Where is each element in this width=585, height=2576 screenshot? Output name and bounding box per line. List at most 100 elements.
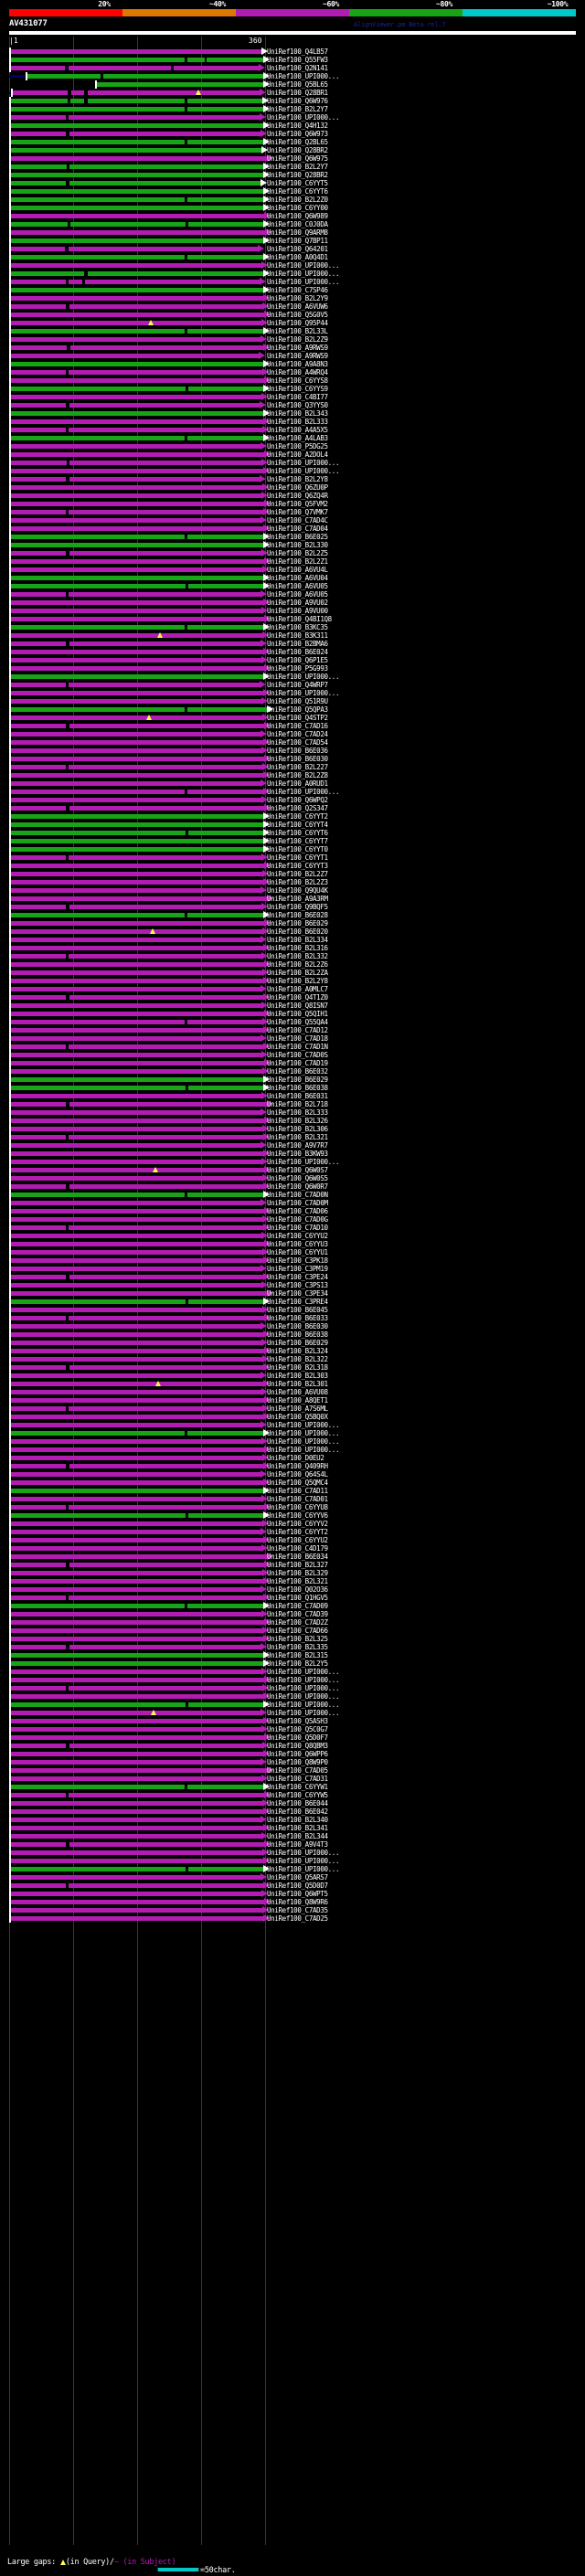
hit-label[interactable]: UniRef100_Q2S347 — [267, 804, 328, 812]
alignment-bar[interactable] — [11, 1373, 261, 1378]
alignment-row[interactable]: UniRef100_Q6W973 — [0, 130, 585, 138]
alignment-row[interactable]: UniRef100_B2L333 — [0, 1108, 585, 1117]
alignment-bar[interactable] — [11, 1661, 263, 1666]
alignment-row[interactable]: UniRef100_Q6W989 — [0, 212, 585, 220]
alignment-row[interactable]: UniRef100_Q4LB57 — [0, 48, 585, 56]
alignment-row[interactable]: UniRef100_UPI000... — [0, 467, 585, 475]
hit-label[interactable]: UniRef100_P5G993 — [267, 664, 328, 673]
alignment-bar[interactable] — [11, 1530, 261, 1534]
alignment-bar[interactable] — [11, 1135, 263, 1140]
alignment-row[interactable]: UniRef100_C7AD09 — [0, 1602, 585, 1610]
alignment-bar[interactable] — [11, 773, 263, 778]
hit-label[interactable]: UniRef100_C3PE24 — [267, 1273, 328, 1281]
alignment-bar[interactable] — [11, 617, 264, 621]
alignment-row[interactable]: UniRef100_B6E034 — [0, 1553, 585, 1561]
hit-label[interactable]: UniRef100_Q5QMC4 — [267, 1479, 328, 1487]
hit-label[interactable]: UniRef100_C7AD0N — [267, 1191, 328, 1199]
hit-label[interactable]: UniRef100_UPI000... — [267, 270, 340, 278]
alignment-bar[interactable] — [11, 683, 260, 687]
hit-label[interactable]: UniRef100_B2L227 — [267, 763, 328, 771]
alignment-bar[interactable] — [11, 288, 263, 292]
alignment-bar[interactable] — [11, 1595, 263, 1600]
alignment-row[interactable]: UniRef100_C6YYT6 — [0, 829, 585, 837]
alignment-row[interactable]: UniRef100_A6VUW6 — [0, 302, 585, 311]
hit-label[interactable]: UniRef100_D0EU2 — [267, 1454, 324, 1462]
alignment-bar[interactable] — [11, 387, 263, 391]
alignment-bar[interactable] — [11, 1727, 261, 1732]
alignment-bar[interactable] — [11, 798, 261, 802]
alignment-row[interactable]: UniRef100_B2L340 — [0, 1816, 585, 1824]
hit-label[interactable]: UniRef100_Q6WPQ2 — [267, 796, 328, 804]
alignment-bar[interactable] — [11, 1299, 263, 1304]
alignment-row[interactable]: UniRef100_A6VU04 — [0, 574, 585, 582]
alignment-bar[interactable] — [11, 987, 261, 991]
alignment-bar[interactable] — [11, 1053, 261, 1057]
alignment-row[interactable]: UniRef100_B2L322 — [0, 1355, 585, 1363]
hit-label[interactable]: UniRef100_Q64201 — [267, 245, 328, 253]
hit-label[interactable]: UniRef100_Q6W0R7 — [267, 1182, 328, 1191]
alignment-row[interactable]: UniRef100_C7AD1N — [0, 1043, 585, 1051]
hit-label[interactable]: UniRef100_UPI000... — [267, 1692, 340, 1701]
alignment-row[interactable]: UniRef100_C6YYW1 — [0, 1783, 585, 1791]
hit-label[interactable]: UniRef100_UPI000... — [267, 1668, 340, 1676]
alignment-bar[interactable] — [11, 929, 262, 934]
alignment-bar[interactable] — [11, 1538, 263, 1542]
hit-label[interactable]: UniRef100_B2L326 — [267, 1117, 328, 1125]
alignment-row[interactable]: UniRef100_C3PK18 — [0, 1256, 585, 1265]
alignment-bar[interactable] — [11, 913, 263, 917]
alignment-bar[interactable] — [11, 370, 262, 375]
alignment-row[interactable]: UniRef100_Q5ASH3 — [0, 1717, 585, 1725]
alignment-bar[interactable] — [11, 1431, 263, 1436]
alignment-row[interactable]: UniRef100_P5G993 — [0, 664, 585, 673]
hit-label[interactable]: UniRef100_B6E042 — [267, 1807, 328, 1816]
hit-label[interactable]: UniRef100_A6VUW6 — [267, 302, 328, 311]
alignment-bar[interactable] — [11, 1398, 264, 1403]
alignment-bar[interactable] — [11, 864, 264, 868]
alignment-bar[interactable] — [11, 625, 263, 630]
alignment-bar[interactable] — [11, 1900, 264, 1904]
hit-label[interactable]: UniRef100_C6YYT6 — [267, 187, 328, 196]
hit-label[interactable]: UniRef100_Q95P44 — [267, 319, 328, 327]
hit-label[interactable]: UniRef100_A6VU05 — [267, 590, 328, 599]
alignment-row[interactable]: UniRef100_Q9BQF5 — [0, 903, 585, 911]
hit-label[interactable]: UniRef100_C3PK18 — [267, 1256, 328, 1265]
alignment-row[interactable]: UniRef100_A6VU05 — [0, 582, 585, 590]
hit-label[interactable]: UniRef100_B6E020 — [267, 928, 328, 936]
alignment-row[interactable]: UniRef100_C6YYT7 — [0, 837, 585, 845]
alignment-bar[interactable] — [11, 855, 261, 860]
alignment-row[interactable]: UniRef100_Q5QPA3 — [0, 705, 585, 714]
alignment-row[interactable]: UniRef100_B6E032 — [0, 1067, 585, 1076]
alignment-bar[interactable] — [11, 650, 263, 654]
hit-label[interactable]: UniRef100_C7AD09 — [267, 1602, 328, 1610]
hit-label[interactable]: UniRef100_UPI000... — [267, 278, 340, 286]
alignment-row[interactable]: UniRef100_B2L343 — [0, 409, 585, 418]
hit-label[interactable]: UniRef100_B2L2ZA — [267, 969, 328, 977]
hit-label[interactable]: UniRef100_B2L33L — [267, 327, 328, 335]
alignment-row[interactable]: UniRef100_C6YYW5 — [0, 1791, 585, 1799]
hit-label[interactable]: UniRef100_C7AD66 — [267, 1627, 328, 1635]
alignment-row[interactable]: UniRef100_A9RWS9 — [0, 352, 585, 360]
alignment-row[interactable]: UniRef100_B2L2Z0 — [0, 196, 585, 204]
alignment-bar[interactable] — [11, 230, 265, 235]
alignment-row[interactable]: UniRef100_Q5FVM2 — [0, 500, 585, 508]
alignment-row[interactable]: UniRef100_Q55QA4 — [0, 1018, 585, 1026]
alignment-bar[interactable] — [11, 1842, 264, 1847]
alignment-bar[interactable] — [11, 1768, 267, 1773]
alignment-row[interactable]: UniRef100_Q4BI1Q8 — [0, 615, 585, 623]
hit-label[interactable]: UniRef100_B3KC35 — [267, 623, 328, 631]
hit-label[interactable]: UniRef100_C6YYT1 — [267, 853, 328, 862]
alignment-bar[interactable] — [11, 1563, 264, 1567]
hit-label[interactable]: UniRef100_B2L340 — [267, 1816, 328, 1824]
alignment-row[interactable]: UniRef100_C6YYU2 — [0, 1536, 585, 1544]
alignment-bar[interactable] — [11, 1094, 261, 1098]
alignment-row[interactable]: UniRef100_A9A8N3 — [0, 360, 585, 368]
hit-label[interactable]: UniRef100_P5DG25 — [267, 442, 328, 451]
hit-label[interactable]: UniRef100_Q6WPP6 — [267, 1750, 328, 1758]
alignment-bar[interactable] — [11, 493, 261, 498]
hit-label[interactable]: UniRef100_Q9QU4K — [267, 886, 328, 895]
alignment-row[interactable]: UniRef100_UPI000... — [0, 278, 585, 286]
alignment-bar[interactable] — [11, 938, 261, 942]
hit-label[interactable]: UniRef100_B2L333 — [267, 418, 328, 426]
alignment-row[interactable]: UniRef100_UPI000... — [0, 270, 585, 278]
alignment-row[interactable]: UniRef100_C6YYU3 — [0, 1240, 585, 1248]
